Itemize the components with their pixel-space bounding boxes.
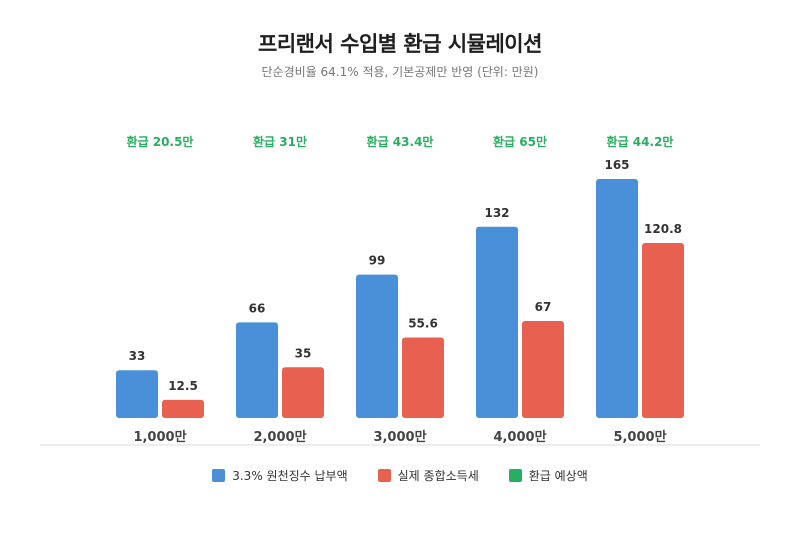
refund-label-0: 환급 20.5만 [127,134,194,149]
chart-subtitle: 단순경비율 64.1% 적용, 기본공제만 반영 (단위: 만원) [261,65,539,79]
data-label-actual-tax-2: 55.6 [408,316,438,330]
legend-item-refund: 환급 예상액 [508,467,588,484]
bar-actual-tax-4 [642,243,684,418]
chart-title: 프리랜서 수입별 환급 시뮬레이션 [258,32,542,56]
data-label-actual-tax-3: 67 [535,300,552,314]
data-label-withholding-4: 165 [604,158,629,172]
legend-swatch-actual-tax [377,469,391,482]
bar-actual-tax-3 [522,320,564,418]
data-label-actual-tax-0: 12.5 [168,379,198,393]
x-tick-label-0: 1,000만 [133,429,186,445]
legend-label-withholding: 3.3% 원천징수 납부액 [232,469,348,483]
legend-swatch-withholding [212,469,226,482]
data-label-withholding-0: 33 [129,349,146,363]
data-label-withholding-2: 99 [369,254,386,268]
data-label-withholding-1: 66 [249,301,266,315]
x-tick-label-3: 4,000만 [493,429,546,445]
bar-actual-tax-1 [282,367,324,418]
bar-withholding-0 [116,370,158,418]
legend-label-actual-tax: 실제 종합소득세 [397,469,479,483]
legend-item-withholding: 3.3% 원천징수 납부액 [212,467,348,484]
bar-withholding-4 [596,179,638,418]
data-label-actual-tax-1: 35 [295,346,312,360]
refund-label-3: 환급 65만 [493,134,547,149]
refund-label-4: 환급 44.2만 [607,134,674,149]
bar-withholding-1 [236,322,278,418]
refund-label-1: 환급 31만 [253,134,307,149]
data-label-actual-tax-4: 120.8 [644,222,682,236]
x-tick-label-1: 2,000만 [253,429,306,445]
legend-label-refund: 환급 예상액 [528,469,588,483]
legend-swatch-refund [508,469,522,482]
legend: 3.3% 원천징수 납부액 실제 종합소득세 환급 예상액 [0,467,800,484]
refund-label-2: 환급 43.4만 [367,134,434,149]
bar-withholding-2 [356,274,398,418]
bar-actual-tax-0 [162,399,204,418]
bar-withholding-3 [476,226,518,418]
legend-item-actual-tax: 실제 종합소득세 [377,467,479,484]
data-label-withholding-3: 132 [484,206,509,220]
x-tick-label-4: 5,000만 [613,429,666,445]
bar-actual-tax-2 [402,337,444,418]
x-tick-label-2: 3,000만 [373,429,426,445]
